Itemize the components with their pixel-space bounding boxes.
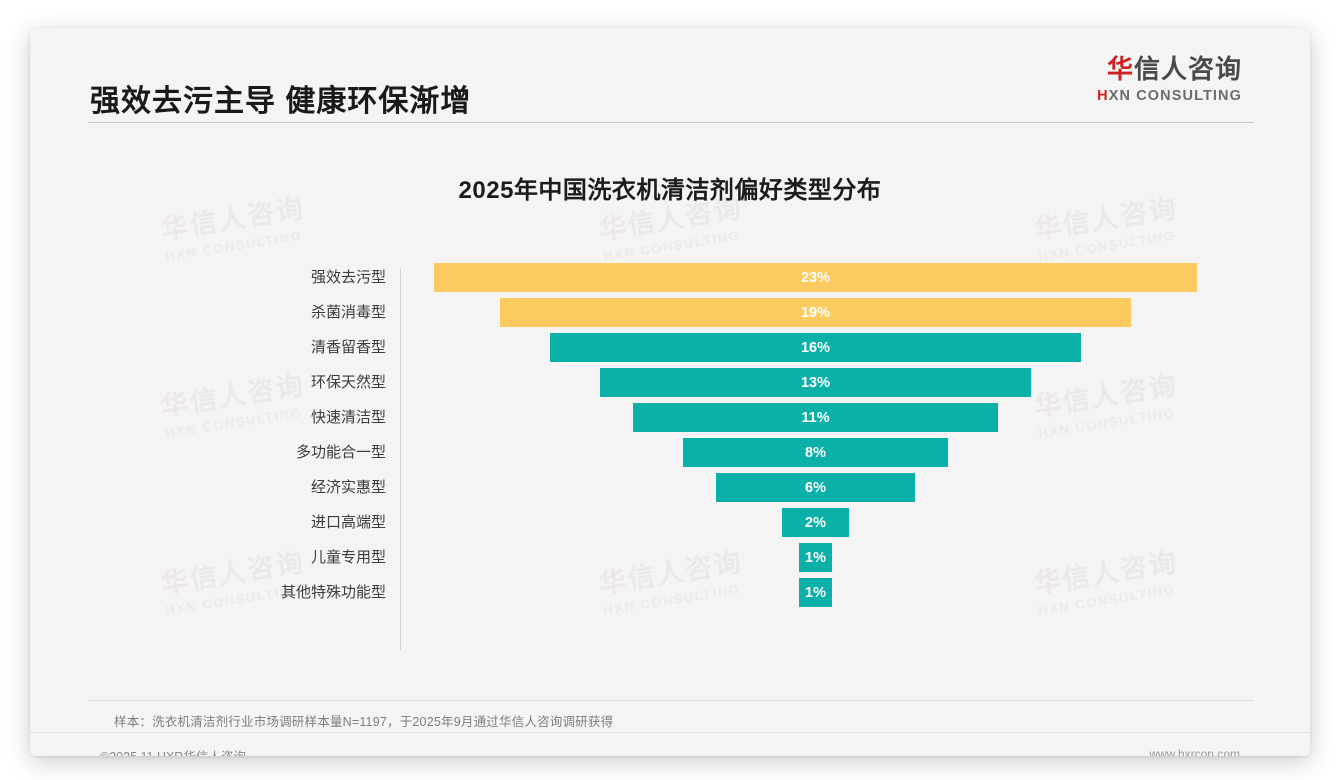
bar-value-label: 23% xyxy=(800,269,830,286)
funnel-row: 环保天然型 13% xyxy=(110,365,1230,400)
bar-track: 1% xyxy=(401,575,1230,610)
watermark-english: HXN CONSULTING xyxy=(1037,227,1177,265)
bar-track: 11% xyxy=(401,400,1230,435)
funnel-bar[interactable]: 19% xyxy=(500,298,1131,327)
funnel-bar[interactable]: 6% xyxy=(716,473,915,502)
funnel-row: 其他特殊功能型 1% xyxy=(110,575,1230,610)
bar-track: 6% xyxy=(401,470,1230,505)
bar-value-label: 8% xyxy=(805,444,826,461)
chart-axis-line xyxy=(400,268,401,650)
source-note: 样本：洗衣机清洁剂行业市场调研样本量N=1197，于2025年9月通过华信人咨询… xyxy=(114,715,614,729)
watermark-accent-char: 华 xyxy=(596,211,631,246)
watermark: 华信人咨询 HXN CONSULTING xyxy=(1031,193,1182,265)
brand-logo-en-accent-char: H xyxy=(1097,88,1109,104)
category-label: 经济实惠型 xyxy=(310,479,386,496)
bar-track: 1% xyxy=(401,540,1230,575)
chart-title: 2025年中国洗衣机清洁剂偏好类型分布 xyxy=(458,177,882,204)
funnel-row: 杀菌消毒型 19% xyxy=(110,295,1230,330)
funnel-row: 快速清洁型 11% xyxy=(110,400,1230,435)
bar-value-label: 1% xyxy=(805,584,826,601)
funnel-row: 进口高端型 2% xyxy=(110,505,1230,540)
watermark-english: HXN CONSULTING xyxy=(602,227,742,265)
category-label: 进口高端型 xyxy=(310,514,386,531)
bar-track: 23% xyxy=(401,260,1230,295)
bar-track: 8% xyxy=(401,435,1230,470)
funnel-chart: 强效去污型 23% 杀菌消毒型 19% 清香留香型 16% 环保天然型 13% 快速清洁型 11%… xyxy=(110,260,1230,660)
funnel-bar[interactable]: 23% xyxy=(434,263,1197,292)
funnel-row: 儿童专用型 1% xyxy=(110,540,1230,575)
bar-value-label: 16% xyxy=(800,339,830,356)
bar-track: 2% xyxy=(401,505,1230,540)
funnel-rows-container: 强效去污型 23% 杀菌消毒型 19% 清香留香型 16% 环保天然型 13% 快速清洁型 11%… xyxy=(110,260,1230,610)
bar-track: 16% xyxy=(401,330,1230,365)
funnel-row: 清香留香型 16% xyxy=(110,330,1230,365)
watermark: 华信人咨询 HXN CONSULTING xyxy=(596,193,747,265)
brand-logo: 华信人咨询 HXN CONSULTING xyxy=(1097,56,1242,104)
category-label: 环保天然型 xyxy=(310,374,386,391)
website-link[interactable]: www.hxrcon.com xyxy=(1149,747,1240,756)
page-title: 强效去污主导 健康环保渐增 xyxy=(90,85,472,118)
bar-value-label: 6% xyxy=(805,479,826,496)
footer-divider xyxy=(30,732,1310,733)
bar-value-label: 13% xyxy=(800,374,830,391)
funnel-bar[interactable]: 1% xyxy=(798,543,833,572)
brand-logo-chinese: 华信人咨询 xyxy=(1097,56,1242,82)
bar-value-label: 11% xyxy=(801,409,830,426)
slide-card: 强效去污主导 健康环保渐增 华信人咨询 HXN CONSULTING 华信人咨询… xyxy=(30,28,1310,756)
copyright-text: ©2025.11 HXR华信人咨询 xyxy=(100,746,246,756)
brand-logo-rest-chars: 信人咨询 xyxy=(1133,54,1242,84)
watermark: 华信人咨询 HXN CONSULTING xyxy=(158,193,309,265)
funnel-row: 经济实惠型 6% xyxy=(110,470,1230,505)
watermark-accent-char: 华 xyxy=(158,211,193,246)
category-label: 清香留香型 xyxy=(310,339,386,356)
funnel-bar[interactable]: 11% xyxy=(633,403,998,432)
funnel-bar[interactable]: 8% xyxy=(682,438,949,467)
funnel-bar[interactable]: 13% xyxy=(599,368,1032,397)
note-divider xyxy=(88,700,1254,701)
funnel-bar[interactable]: 2% xyxy=(782,508,849,537)
bar-track: 13% xyxy=(401,365,1230,400)
funnel-row: 多功能合一型 8% xyxy=(110,435,1230,470)
bar-value-label: 2% xyxy=(805,514,826,531)
slide-header: 强效去污主导 健康环保渐增 华信人咨询 HXN CONSULTING xyxy=(30,28,1310,122)
bar-value-label: 1% xyxy=(805,549,826,566)
header-divider xyxy=(88,122,1254,123)
funnel-row: 强效去污型 23% xyxy=(110,260,1230,295)
watermark-english: HXN CONSULTING xyxy=(164,227,304,265)
brand-logo-english: HXN CONSULTING xyxy=(1097,89,1242,104)
funnel-bar[interactable]: 16% xyxy=(550,333,1081,362)
category-label: 强效去污型 xyxy=(310,269,386,286)
watermark-accent-char: 华 xyxy=(1031,211,1066,246)
bar-value-label: 19% xyxy=(800,304,830,321)
category-label: 快速清洁型 xyxy=(310,409,386,426)
bar-track: 19% xyxy=(401,295,1230,330)
footer-bar xyxy=(30,733,1310,756)
category-label: 杀菌消毒型 xyxy=(310,304,386,321)
category-label: 多功能合一型 xyxy=(295,444,386,461)
category-label: 儿童专用型 xyxy=(310,549,386,566)
category-label: 其他特殊功能型 xyxy=(280,584,386,601)
brand-logo-en-rest: XN CONSULTING xyxy=(1108,88,1242,104)
brand-logo-accent-char: 华 xyxy=(1106,54,1134,84)
funnel-bar[interactable]: 1% xyxy=(798,578,833,607)
